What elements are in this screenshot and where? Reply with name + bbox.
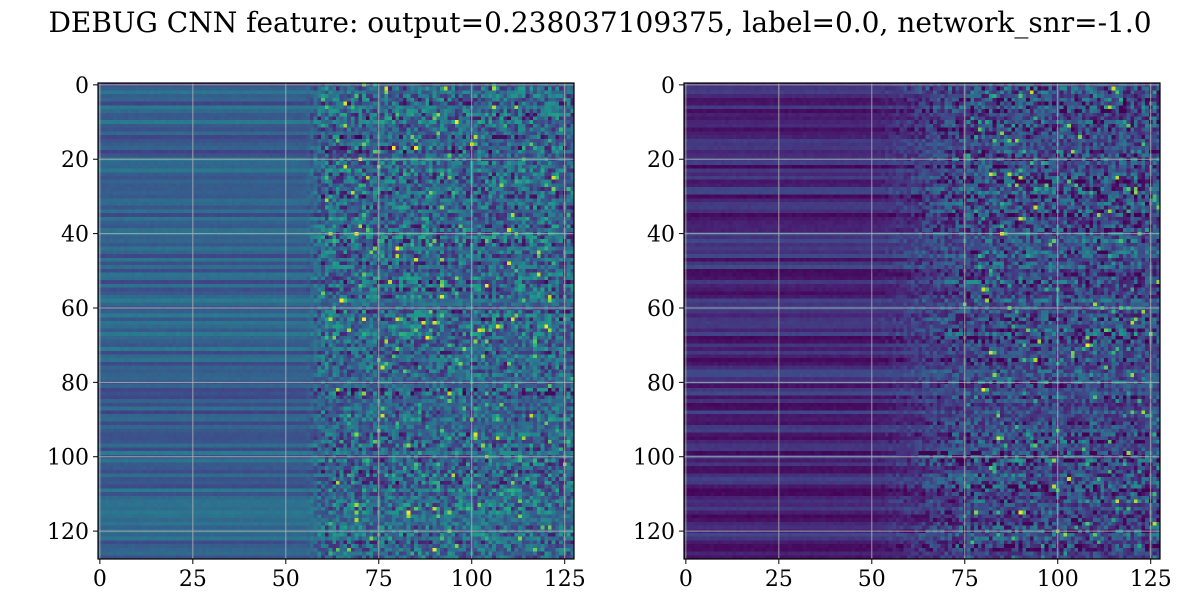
axes-left: 0 25 50 75 100 125 0 20 40 60 80 100 120	[47, 74, 586, 592]
left-ytick-label-0: 0	[75, 74, 89, 99]
figure-title: DEBUG CNN feature: output=0.238037109375…	[48, 6, 1152, 39]
right-xtick-label-1: 25	[765, 567, 793, 592]
left-ytick-label-1: 20	[61, 148, 89, 173]
left-xtick-label-4: 100	[451, 567, 493, 592]
right-ytick-label-2: 40	[647, 223, 675, 248]
right-xtick-label-3: 75	[951, 567, 979, 592]
heatmap-right	[684, 83, 1160, 559]
left-xtick-label-5: 125	[544, 567, 586, 592]
left-xtick-label-3: 75	[365, 567, 393, 592]
right-xtick-label-0: 0	[679, 567, 693, 592]
right-ytick-label-3: 60	[647, 297, 675, 322]
left-ytick-label-2: 40	[61, 223, 89, 248]
left-xtick-label-1: 25	[179, 567, 207, 592]
left-xtick-label-2: 50	[272, 567, 300, 592]
right-xtick-label-4: 100	[1037, 567, 1079, 592]
left-ytick-label-3: 60	[61, 297, 89, 322]
axes-right: 0 25 50 75 100 125 0 20 40 60 80 100 120	[633, 74, 1172, 592]
left-ytick-label-4: 80	[61, 371, 89, 396]
right-xtick-label-2: 50	[858, 567, 886, 592]
right-axes-frame	[683, 82, 1161, 560]
right-ytick-label-5: 100	[633, 446, 675, 471]
heatmap-left	[98, 83, 574, 559]
right-ytick-label-4: 80	[647, 371, 675, 396]
right-xtick-label-5: 125	[1130, 567, 1172, 592]
right-ytick-label-1: 20	[647, 148, 675, 173]
right-ytick-label-0: 0	[661, 74, 675, 99]
left-axes-frame	[97, 82, 575, 560]
left-xtick-label-0: 0	[93, 567, 107, 592]
left-ytick-label-5: 100	[47, 446, 89, 471]
left-ytick-label-6: 120	[47, 520, 89, 545]
right-ytick-label-6: 120	[633, 520, 675, 545]
